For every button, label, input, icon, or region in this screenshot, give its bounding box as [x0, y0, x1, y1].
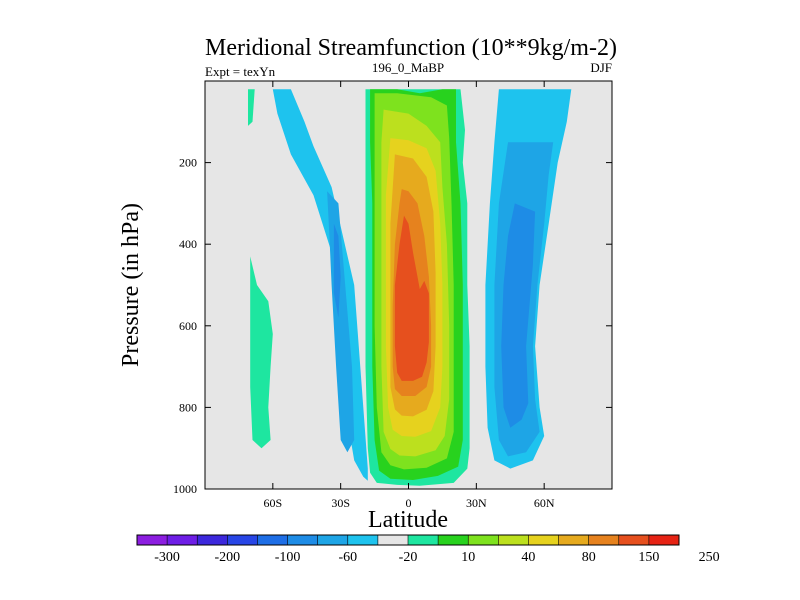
colorbar-swatch-14: [558, 535, 589, 545]
contour-region-5: [501, 203, 536, 428]
chart-title: Meridional Streamfunction (10**9kg/m-2): [205, 35, 617, 61]
y-tick-label-2: 600: [179, 319, 197, 333]
y-tick-label-1: 400: [179, 237, 197, 251]
colorbar-swatch-7: [347, 535, 379, 545]
colorbar-swatch-15: [588, 535, 620, 545]
y-tick-label-3: 800: [179, 400, 197, 414]
colorbar-label-0: -300: [154, 550, 180, 565]
contour-region-2: [327, 191, 355, 453]
y-axis: 200 400 600 800 1000: [173, 156, 612, 496]
contour-regions: [248, 89, 572, 486]
x-axis-label: Latitude: [368, 507, 448, 533]
x-tick-label-1: 30S: [331, 496, 350, 510]
colorbar-swatch-13: [528, 535, 559, 545]
x-tick-label-2: 0: [406, 496, 412, 510]
colorbar-swatch-9: [408, 535, 439, 545]
contour-region-15: [394, 215, 429, 381]
colorbar-label-6: 40: [521, 550, 535, 565]
x-tick-label-0: 60S: [263, 496, 282, 510]
colorbar-swatch-16: [618, 535, 650, 545]
y-axis-label: Pressure (in hPa): [118, 203, 144, 367]
y-tick-label-4: 1000: [173, 482, 197, 496]
colorbar-swatch-3: [227, 535, 258, 545]
contour-region-6: [248, 89, 255, 126]
colorbar-swatch-1: [167, 535, 198, 545]
colorbar-swatch-5: [287, 535, 318, 545]
contour-region-7: [250, 256, 273, 449]
y-tick-label-0: 200: [179, 156, 197, 170]
colorbar-label-8: 150: [638, 550, 659, 565]
colorbar-frame: [136, 534, 680, 546]
period-label: 196_0_MaBP: [372, 60, 444, 75]
colorbar-swatch-17: [648, 535, 680, 545]
colorbar-label-1: -200: [214, 550, 240, 565]
colorbar-swatch-4: [257, 535, 288, 545]
colorbar-swatch-8: [377, 535, 409, 545]
colorbar-swatch-6: [317, 535, 349, 545]
colorbar-label-5: 10: [461, 550, 475, 565]
colorbar-swatch-11: [468, 535, 499, 545]
colorbar-label-3: -60: [338, 550, 357, 565]
x-tick-label-3: 30N: [466, 496, 487, 510]
colorbar-label-4: -20: [399, 550, 418, 565]
season-label: DJF: [590, 60, 612, 75]
colorbar: -300 -200 -100 -60 -20 10 40 80 150 250: [136, 534, 720, 565]
colorbar-swatch-12: [498, 535, 529, 545]
colorbar-swatch-10: [438, 535, 469, 545]
experiment-label: Expt = texYn: [205, 64, 276, 79]
colorbar-label-7: 80: [582, 550, 596, 565]
x-tick-label-4: 60N: [534, 496, 555, 510]
x-axis: 60S 30S 0 30N 60N: [263, 81, 555, 510]
colorbar-swatch-2: [197, 535, 228, 545]
colorbar-label-2: -100: [275, 550, 301, 565]
colorbar-swatch-0: [137, 535, 168, 545]
colorbar-label-9: 250: [699, 550, 720, 565]
contour-region-4: [333, 223, 341, 318]
